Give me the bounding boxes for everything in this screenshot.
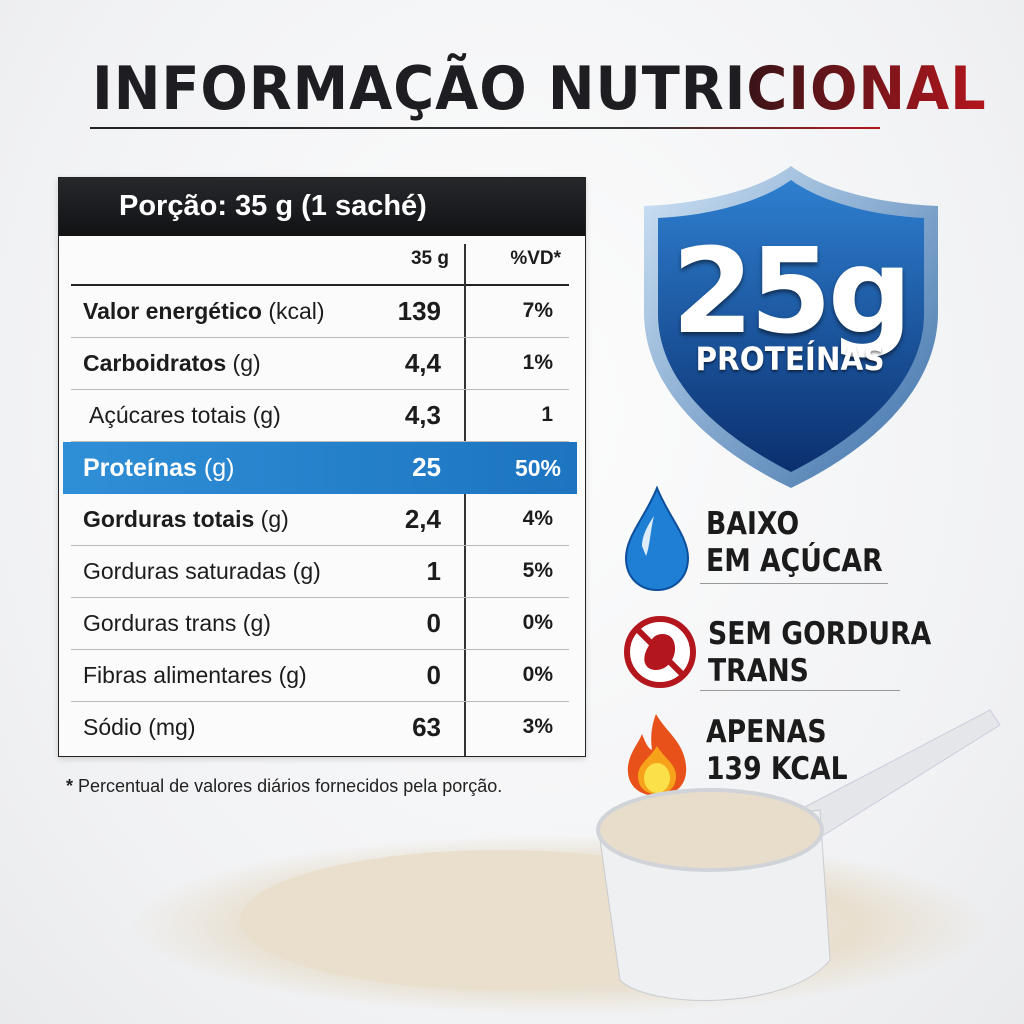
nutrient-amount: 2,4 [404, 504, 441, 534]
col-vd: %VD* [510, 248, 561, 269]
nutrient-name: Açúcares totais [89, 402, 247, 428]
footnote-text: Percentual de valores diários fornecidos… [78, 776, 503, 796]
nutrient-vd: 5% [522, 559, 553, 582]
nutrient-row: Sódio (mg) 63 3% [71, 702, 569, 754]
nutrient-name: Fibras alimentares [83, 662, 273, 688]
footnote: * Percentual de valores diários fornecid… [66, 776, 502, 797]
nutrient-row: Gorduras totais (g) 2,4 4% [71, 494, 569, 546]
nutrient-label: Gorduras totais (g) [83, 506, 289, 533]
nutrient-vd: 7% [522, 299, 553, 322]
nutrient-unit: (g) [252, 402, 281, 428]
nutrient-name: Valor energético [83, 298, 262, 324]
portion-header: Porção: 35 g (1 saché) [59, 178, 585, 236]
col-amount: 35 g [410, 248, 449, 269]
benefit-line2: EM AÇÚCAR [706, 543, 883, 579]
benefit-line2: 139 KCAL [706, 751, 848, 787]
benefit-line2: TRANS [708, 653, 809, 689]
nutrient-name: Sódio [83, 714, 142, 740]
nutrient-name: Carboidratos [83, 350, 227, 376]
nutrient-vd: 0% [522, 611, 553, 634]
benefit-line1: SEM GORDURA [708, 616, 932, 652]
nutrient-unit: (g) [242, 610, 271, 636]
nutrient-name: Gorduras trans [83, 610, 237, 636]
nutrient-amount: 139 [397, 296, 441, 326]
footnote-mark: * [66, 776, 74, 796]
title-part-red: CIONAL [746, 54, 987, 124]
nutrient-unit: (g) [232, 350, 261, 376]
nutrient-row: Gorduras trans (g) 0 0% [71, 598, 569, 650]
column-divider [464, 244, 466, 756]
nutrition-table: Porção: 35 g (1 saché) 35 g %VD* Valor e… [58, 177, 586, 757]
nutrient-amount: 4,4 [404, 348, 441, 378]
nutrient-unit: (g) [260, 506, 289, 532]
nutrient-unit: (mg) [148, 714, 196, 740]
nutrient-name: Proteínas [83, 454, 197, 482]
nutrient-amount: 0 [426, 608, 441, 638]
divider [700, 583, 888, 584]
nutrient-row: Carboidratos (g) 4,4 1% [71, 338, 569, 390]
divider [700, 690, 900, 691]
nutrient-row: Proteínas (g) 25 50% [63, 442, 577, 494]
nutrient-amount: 25 [412, 452, 441, 482]
nutrient-unit: (kcal) [268, 298, 325, 324]
nutrient-vd: 0% [522, 663, 553, 686]
nutrient-amount: 1 [426, 556, 441, 586]
nutrient-label: Gorduras trans (g) [83, 610, 271, 637]
flame-icon [627, 714, 687, 796]
nutrient-row: Valor energético (kcal) 139 7% [71, 286, 569, 338]
nutrient-row: Fibras alimentares (g) 0 0% [71, 650, 569, 702]
nutrient-unit: (g) [203, 454, 235, 482]
nutrient-amount: 0 [426, 660, 441, 690]
page-title: INFORMAÇÃO NUTRICIONAL [92, 54, 987, 124]
nutrient-label: Fibras alimentares (g) [83, 662, 307, 689]
protein-amount: 25g [671, 222, 913, 360]
protein-label: PROTEÍNAS [695, 340, 885, 378]
nutrient-unit: (g) [292, 558, 321, 584]
benefit-line1: BAIXO [706, 506, 800, 542]
nutrient-name: Gorduras totais [83, 506, 255, 532]
nutrient-amount: 63 [412, 712, 441, 742]
nutrient-row: Açúcares totais (g) 4,3 1 [71, 390, 569, 442]
nutrient-row: Gorduras saturadas (g) 1 5% [71, 546, 569, 598]
nutrient-vd: 3% [522, 715, 553, 738]
water-drop-icon [624, 486, 690, 592]
nutrient-label: Proteínas (g) [83, 454, 234, 483]
nutrient-label: Açúcares totais (g) [89, 402, 281, 429]
nutrient-vd: 1 [541, 403, 553, 426]
title-underline [90, 127, 880, 129]
nutrient-unit: (g) [278, 662, 307, 688]
title-part-dark: INFORMAÇÃO NUTRI [92, 54, 747, 124]
nutrient-vd: 1% [522, 351, 553, 374]
nutrient-label: Sódio (mg) [83, 714, 196, 741]
nutrient-label: Valor energético (kcal) [83, 298, 325, 325]
column-headers: 35 g %VD* [71, 236, 569, 286]
nutrient-vd: 50% [514, 455, 561, 481]
nutrient-vd: 4% [522, 507, 553, 530]
powder-and-scoop-image [130, 709, 1001, 1015]
nutrient-name: Gorduras saturadas [83, 558, 287, 584]
benefit-line1: APENAS [706, 714, 827, 750]
no-fat-icon [624, 616, 696, 688]
protein-shield-icon [644, 166, 938, 488]
nutrient-amount: 4,3 [404, 400, 441, 430]
nutrient-label: Carboidratos (g) [83, 350, 261, 377]
nutrient-label: Gorduras saturadas (g) [83, 558, 321, 585]
